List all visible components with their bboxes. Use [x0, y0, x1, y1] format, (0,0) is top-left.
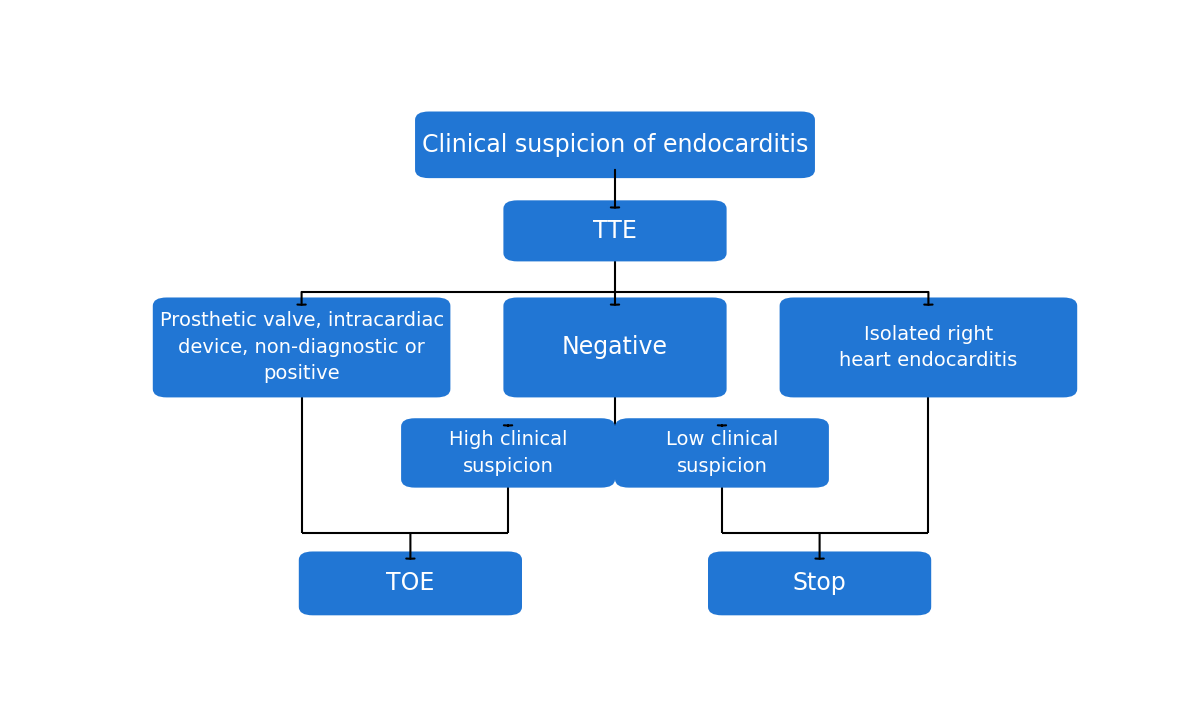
- FancyBboxPatch shape: [504, 200, 727, 262]
- FancyBboxPatch shape: [708, 552, 931, 615]
- FancyBboxPatch shape: [504, 298, 727, 397]
- FancyBboxPatch shape: [415, 112, 815, 178]
- Text: TTE: TTE: [593, 219, 637, 243]
- FancyBboxPatch shape: [780, 298, 1078, 397]
- FancyBboxPatch shape: [299, 552, 522, 615]
- FancyBboxPatch shape: [152, 298, 450, 397]
- FancyBboxPatch shape: [401, 418, 616, 487]
- Text: Negative: Negative: [562, 335, 668, 360]
- Text: Clinical suspicion of endocarditis: Clinical suspicion of endocarditis: [422, 133, 808, 156]
- Text: Low clinical
suspicion: Low clinical suspicion: [666, 430, 778, 476]
- Text: Stop: Stop: [793, 572, 846, 596]
- Text: Prosthetic valve, intracardiac
device, non-diagnostic or
positive: Prosthetic valve, intracardiac device, n…: [160, 311, 444, 384]
- Text: High clinical
suspicion: High clinical suspicion: [449, 430, 568, 476]
- FancyBboxPatch shape: [616, 418, 829, 487]
- Text: TOE: TOE: [386, 572, 434, 596]
- Text: Isolated right
heart endocarditis: Isolated right heart endocarditis: [839, 324, 1018, 370]
